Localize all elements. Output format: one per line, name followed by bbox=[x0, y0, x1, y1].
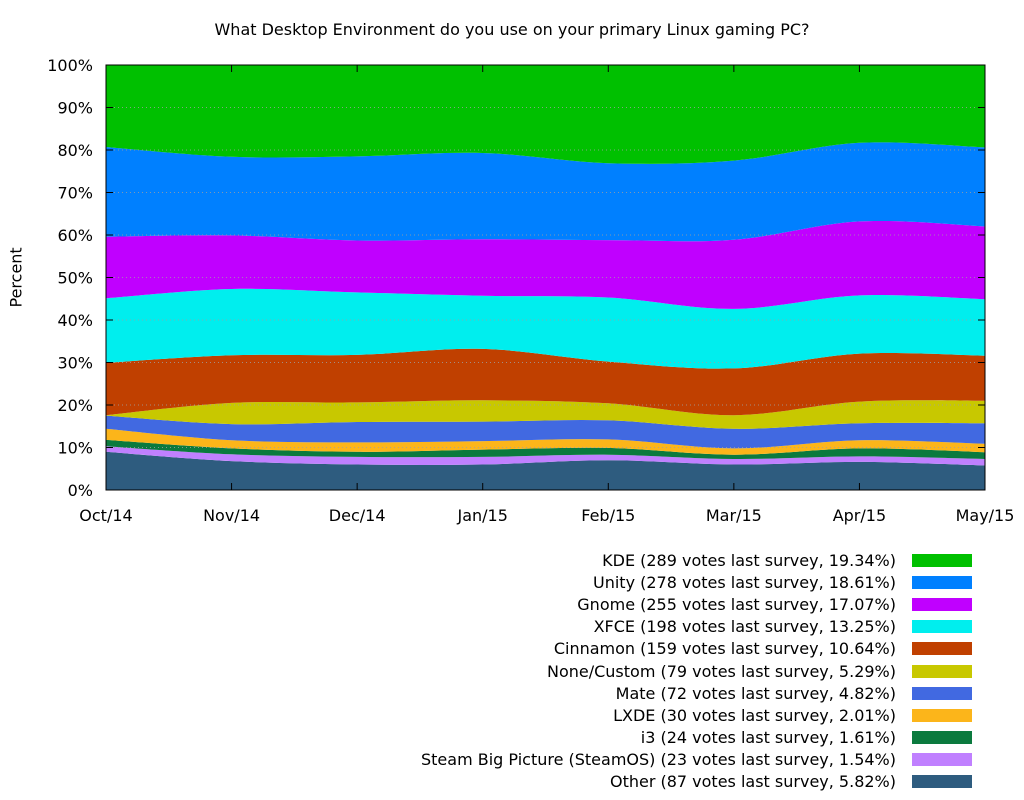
y-tick-label: 70% bbox=[57, 184, 93, 203]
y-tick-label: 10% bbox=[57, 439, 93, 458]
y-tick-label: 80% bbox=[57, 141, 93, 160]
legend-item: Steam Big Picture (SteamOS) (23 votes la… bbox=[421, 749, 972, 771]
y-axis-label: Percent bbox=[6, 247, 26, 308]
y-tick-label: 60% bbox=[57, 226, 93, 245]
series-area-none-custom bbox=[106, 400, 985, 429]
x-tick-label: Jan/15 bbox=[457, 506, 508, 525]
legend-item: Gnome (255 votes last survey, 17.07%) bbox=[421, 593, 972, 615]
legend-item: Unity (278 votes last survey, 18.61%) bbox=[421, 571, 972, 593]
y-tick-label: 40% bbox=[57, 311, 93, 330]
x-tick-label: Oct/14 bbox=[79, 506, 132, 525]
legend-label: Gnome (255 votes last survey, 17.07%) bbox=[577, 594, 896, 614]
legend-item: LXDE (30 votes last survey, 2.01%) bbox=[421, 704, 972, 726]
legend-swatch bbox=[912, 731, 972, 745]
series-area-lxde bbox=[106, 428, 985, 455]
chart-title: What Desktop Environment do you use on y… bbox=[214, 20, 810, 39]
series-area-steam-big-picture-steamos bbox=[106, 446, 985, 466]
x-tick-label: Dec/14 bbox=[329, 506, 386, 525]
legend-swatch bbox=[912, 575, 972, 589]
legend-label: XFCE (198 votes last survey, 13.25%) bbox=[593, 617, 896, 637]
x-tick-label: Apr/15 bbox=[833, 506, 886, 525]
legend-label: KDE (289 votes last survey, 19.34%) bbox=[602, 550, 896, 570]
y-tick-label: 100% bbox=[47, 56, 93, 75]
legend-label: Steam Big Picture (SteamOS) (23 votes la… bbox=[420, 750, 896, 770]
legend-label: Mate (72 votes last survey, 4.82%) bbox=[615, 683, 896, 703]
legend-swatch bbox=[912, 686, 972, 700]
legend-swatch bbox=[912, 642, 972, 656]
legend-item: i3 (24 votes last survey, 1.61%) bbox=[421, 727, 972, 749]
series-area-unity bbox=[106, 142, 985, 242]
series-area-gnome bbox=[106, 220, 985, 309]
legend-item: Other (87 votes last survey, 5.82%) bbox=[421, 771, 972, 793]
series-area-other bbox=[106, 451, 985, 490]
legend-item: None/Custom (79 votes last survey, 5.29%… bbox=[421, 660, 972, 682]
y-tick-label: 50% bbox=[57, 269, 93, 288]
legend-swatch bbox=[912, 597, 972, 611]
legend-item: Mate (72 votes last survey, 4.82%) bbox=[421, 682, 972, 704]
x-tick-label: Mar/15 bbox=[706, 506, 762, 525]
legend-label: Unity (278 votes last survey, 18.61%) bbox=[593, 572, 896, 592]
legend-swatch bbox=[912, 553, 972, 567]
legend-swatch bbox=[912, 664, 972, 678]
legend-item: XFCE (198 votes last survey, 13.25%) bbox=[421, 616, 972, 638]
series-area-xfce bbox=[106, 288, 985, 369]
y-tick-label: 20% bbox=[57, 396, 93, 415]
legend-swatch bbox=[912, 775, 972, 789]
series-area-cinnamon bbox=[106, 348, 985, 416]
legend-label: i3 (24 votes last survey, 1.61%) bbox=[640, 728, 896, 748]
series-area-kde bbox=[106, 65, 985, 164]
legend: KDE (289 votes last survey, 19.34%) Unity… bbox=[421, 549, 972, 793]
legend-swatch bbox=[912, 620, 972, 634]
series-area-i3 bbox=[106, 439, 985, 460]
x-tick-label: Nov/14 bbox=[203, 506, 260, 525]
legend-label: Other (87 votes last survey, 5.82%) bbox=[609, 772, 896, 792]
y-tick-label: 30% bbox=[57, 354, 93, 373]
legend-item: Cinnamon (159 votes last survey, 10.64%) bbox=[421, 638, 972, 660]
legend-label: LXDE (30 votes last survey, 2.01%) bbox=[613, 705, 896, 725]
legend-item: KDE (289 votes last survey, 19.34%) bbox=[421, 549, 972, 571]
y-tick-label: 0% bbox=[68, 481, 93, 500]
legend-swatch bbox=[912, 708, 972, 722]
y-tick-label: 90% bbox=[57, 99, 93, 118]
legend-label: Cinnamon (159 votes last survey, 10.64%) bbox=[553, 639, 896, 659]
series-area-mate bbox=[106, 415, 985, 449]
legend-swatch bbox=[912, 753, 972, 767]
x-tick-label: May/15 bbox=[956, 506, 1015, 525]
x-tick-label: Feb/15 bbox=[581, 506, 635, 525]
legend-label: None/Custom (79 votes last survey, 5.29%… bbox=[546, 661, 896, 681]
